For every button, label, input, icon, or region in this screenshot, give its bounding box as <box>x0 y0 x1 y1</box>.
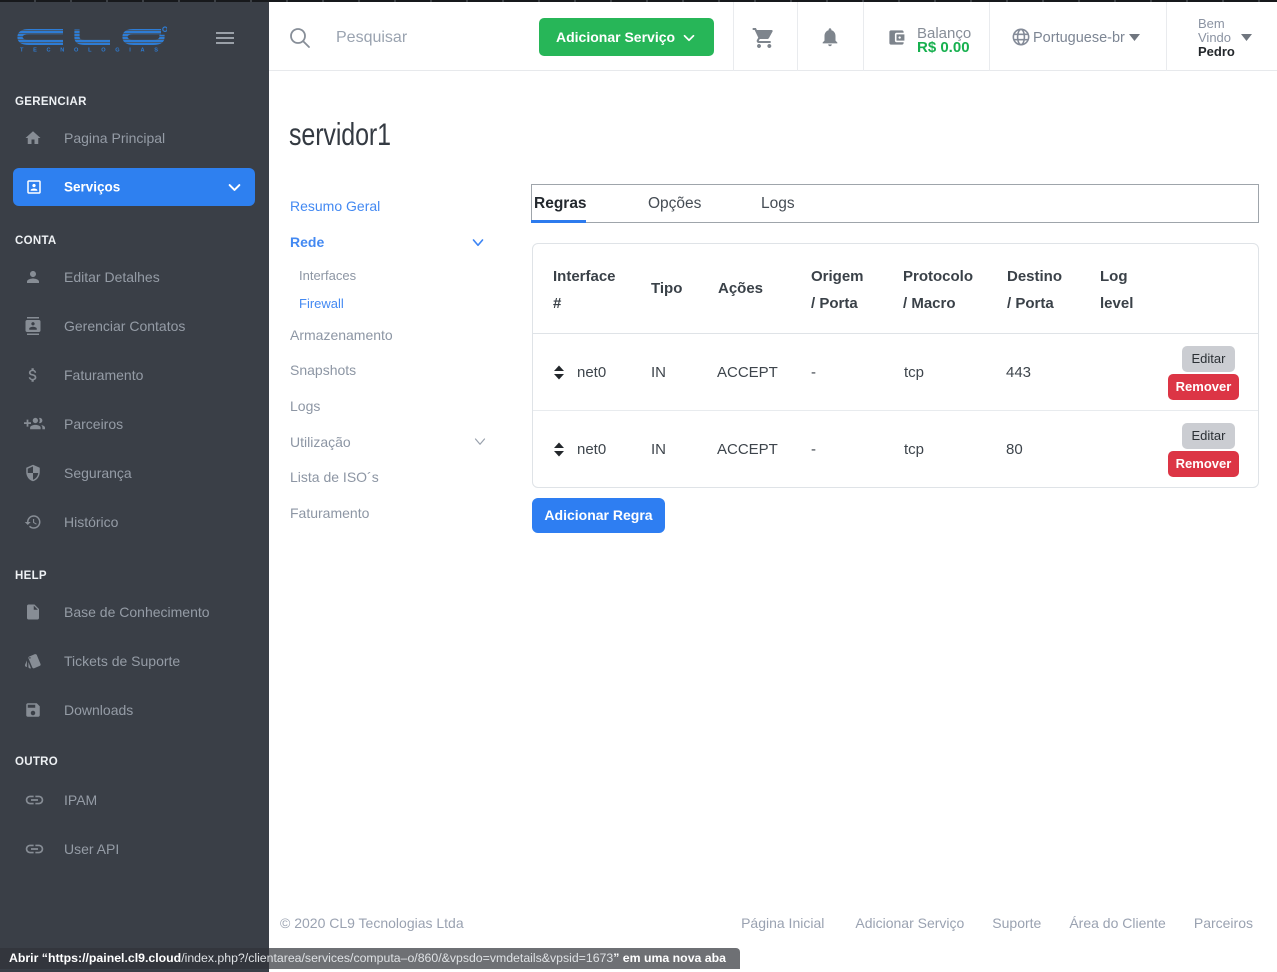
svg-text:TECNOLOGIAS: TECNOLOGIAS <box>20 48 167 54</box>
